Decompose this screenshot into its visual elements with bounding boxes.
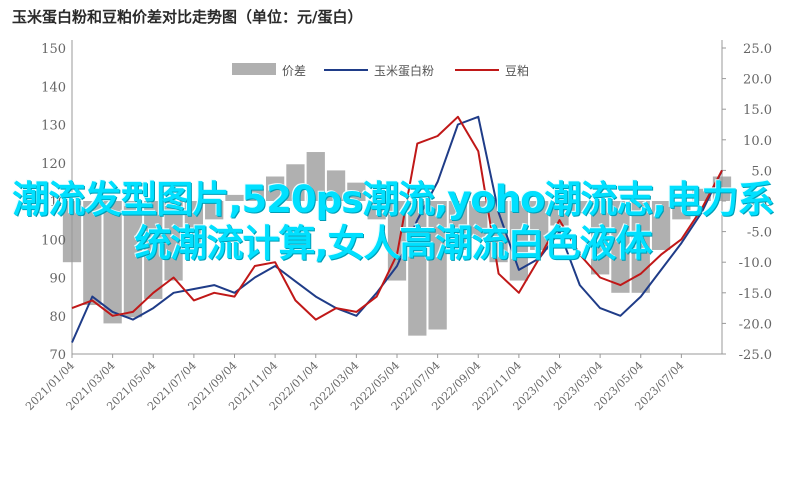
right-tick-label: 25.0 [743,42,772,57]
area-bar [265,176,285,201]
chart-title: 玉米蛋白粉和豆粕价差对比走势图（单位：元/蛋白） [12,8,363,26]
area-bar [469,201,488,238]
area-bar [184,201,204,244]
area-bar [550,201,569,226]
area-bar [347,182,366,201]
area-bar [448,201,468,250]
series-line-line [71,115,723,343]
series-line-line [71,115,723,321]
area-bar [509,201,529,281]
right-tick-label: -20.0 [739,317,772,332]
area-bar [428,201,447,330]
area-bar [205,201,224,220]
left-tick-label: 70 [49,348,66,363]
area-bar [408,201,427,336]
area-bar [672,201,691,220]
area-series-layer [62,152,732,336]
area-bar [286,164,305,201]
left-tick-label: 140 [41,80,66,95]
watermark-overlay-text: 潮流发型图片,520ps潮流,yoho潮流志,电力系统潮流计算,女人高潮流白色液… [12,178,774,265]
left-tick-label: 100 [41,233,66,248]
left-tick-label: 150 [41,42,66,57]
area-bar [590,201,610,275]
area-bar [611,201,630,293]
right-tick-label: -25.0 [739,348,772,363]
area-bar [530,201,549,250]
legend-label: 玉米蛋白粉 [374,63,434,78]
right-tick-label: -10.0 [739,256,772,271]
right-tick-label: 5.0 [751,164,772,179]
right-tick-label: -5.0 [747,226,772,241]
left-tick-label: 130 [41,119,66,134]
right-tick-label: 15.0 [743,103,772,118]
area-bar [387,201,407,281]
right-tick-label: -15.0 [739,287,772,302]
legend: 价差 玉米蛋白粉 豆粕 [232,63,529,78]
right-tick-label: 10.0 [743,134,772,149]
area-bar [164,201,183,281]
area-bar [123,201,143,318]
area-bar [225,194,244,201]
line-series-layer [71,115,723,343]
area-bar [651,201,671,250]
area-bar [692,188,711,201]
right-tick-label: 20.0 [743,73,772,88]
area-bar [570,201,589,214]
legend-swatch-area [232,63,276,75]
legend-label: 价差 [282,64,306,78]
area-bar [326,170,346,201]
legend-label: 豆粕 [505,63,529,78]
area-bar [367,201,386,220]
area-bar [83,201,102,306]
left-tick-label: 80 [49,310,66,325]
area-bar [144,201,163,299]
area-bar [103,201,122,324]
right-tick-label: 0.0 [751,195,772,210]
area-bar [306,152,325,201]
left-tick-label: 110 [41,195,66,210]
left-tick-label: 120 [41,157,66,172]
area-bar [245,188,264,201]
left-tick-label: 90 [49,272,66,287]
